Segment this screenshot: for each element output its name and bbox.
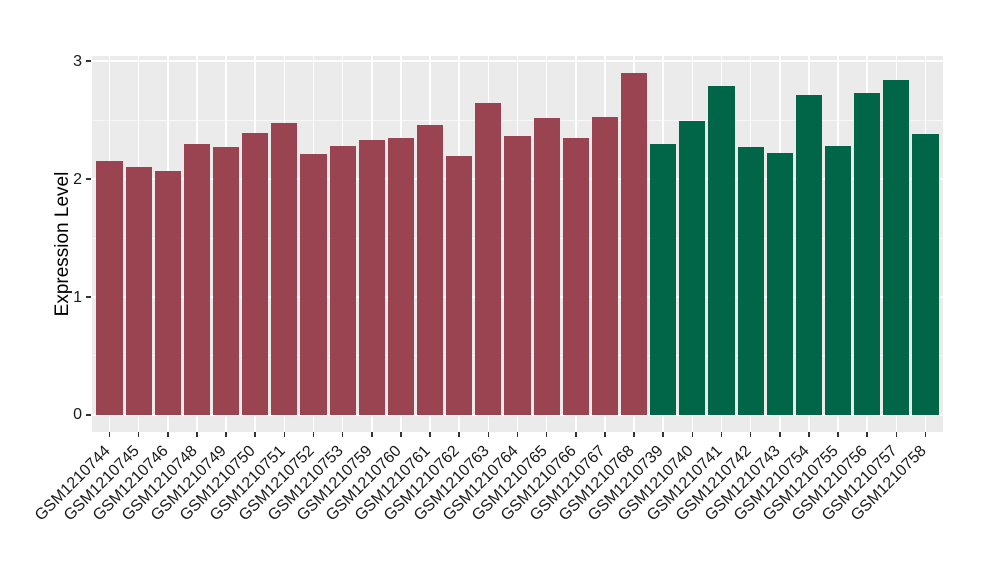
bar-GSM1210742 — [737, 147, 764, 415]
x-tick-mark — [458, 432, 460, 437]
y-tick-mark — [86, 413, 91, 416]
bar-GSM1210745 — [125, 167, 152, 415]
x-tick-mark — [196, 432, 198, 437]
bar-GSM1210756 — [854, 93, 881, 415]
x-tick-mark — [662, 432, 664, 437]
x-tick-mark — [400, 432, 402, 437]
bar-GSM1210740 — [679, 121, 706, 415]
bar-GSM1210749 — [212, 147, 240, 415]
y-tick-mark — [86, 60, 91, 63]
y-tick-mark — [86, 178, 91, 181]
y-axis-title: Expression Level — [52, 171, 73, 317]
bar-GSM1210765 — [533, 117, 560, 415]
bar-GSM1210751 — [271, 122, 298, 415]
x-tick-mark — [749, 432, 752, 437]
x-tick-mark — [167, 432, 169, 437]
x-tick-mark — [575, 432, 577, 437]
x-tick-mark — [691, 432, 694, 437]
x-tick-mark — [545, 432, 548, 437]
x-tick-mark — [341, 432, 344, 437]
x-tick-mark — [866, 432, 868, 437]
x-tick-mark — [312, 432, 315, 437]
bar-GSM1210753 — [329, 146, 356, 415]
x-tick-mark — [516, 432, 519, 437]
bar-GSM1210760 — [387, 137, 415, 415]
bar-GSM1210752 — [300, 154, 327, 415]
y-tick-mark — [86, 296, 91, 299]
x-tick-mark — [108, 432, 111, 437]
x-tick-mark — [924, 432, 927, 437]
y-tick-label: 2 — [73, 170, 82, 188]
bar-GSM1210743 — [766, 153, 793, 415]
x-tick-mark — [429, 432, 431, 437]
x-tick-mark — [808, 432, 810, 437]
x-tick-mark — [895, 432, 898, 437]
bar-GSM1210764 — [504, 135, 531, 415]
bar-GSM1210762 — [446, 155, 473, 415]
bar-GSM1210754 — [795, 95, 823, 415]
bar-GSM1210766 — [562, 137, 589, 415]
bar-GSM1210759 — [358, 140, 385, 415]
bar-GSM1210739 — [650, 143, 677, 415]
bar-GSM1210750 — [242, 133, 269, 415]
bar-GSM1210761 — [416, 124, 444, 415]
bar-GSM1210767 — [591, 116, 619, 415]
bar-GSM1210741 — [708, 86, 735, 415]
x-tick-mark — [283, 432, 286, 437]
y-tick-label: 3 — [73, 52, 82, 70]
bar-GSM1210748 — [183, 143, 211, 415]
x-tick-mark — [779, 432, 781, 437]
y-tick-label: 1 — [73, 288, 82, 306]
bar-GSM1210755 — [824, 146, 852, 415]
x-tick-mark — [720, 432, 723, 437]
x-tick-mark — [604, 432, 606, 437]
x-tick-mark — [371, 432, 373, 437]
bar-GSM1210746 — [154, 170, 181, 415]
bar-GSM1210757 — [883, 80, 910, 415]
x-tick-mark — [225, 432, 227, 437]
bar-GSM1210768 — [620, 73, 648, 415]
bar-GSM1210758 — [912, 134, 939, 415]
x-tick-mark — [633, 432, 635, 437]
bar-GSM1210763 — [475, 102, 502, 415]
x-tick-mark — [487, 432, 490, 437]
y-tick-label: 0 — [73, 406, 82, 424]
x-tick-mark — [137, 432, 140, 437]
x-tick-mark — [254, 432, 256, 437]
plot-panel — [92, 56, 943, 432]
x-tick-mark — [837, 432, 839, 437]
bar-GSM1210744 — [96, 161, 123, 415]
